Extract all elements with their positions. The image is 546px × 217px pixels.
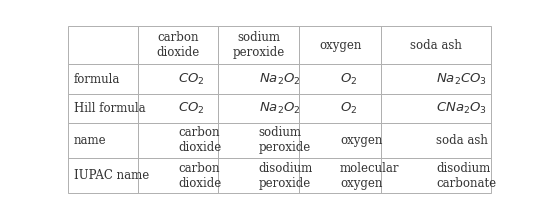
Bar [299,123,381,158]
Bar [218,26,299,64]
Bar [218,123,299,158]
Bar [68,64,138,94]
Bar [68,94,138,123]
Bar [138,123,218,158]
Bar [218,94,299,123]
Text: disodium
carbonate: disodium carbonate [436,162,496,190]
Bar [381,158,491,193]
Bar [138,64,218,94]
Text: $Na_2CO_3$: $Na_2CO_3$ [436,72,488,87]
Text: $Na_2O_2$: $Na_2O_2$ [259,101,300,116]
Bar [138,26,218,64]
Text: carbon
dioxide: carbon dioxide [157,31,200,59]
Bar [68,158,138,193]
Text: $CO_2$: $CO_2$ [178,72,205,87]
Text: formula: formula [74,73,120,85]
Bar [381,123,491,158]
Bar [68,26,138,64]
Bar [381,26,491,64]
Text: Hill formula: Hill formula [74,102,145,115]
Text: $O_2$: $O_2$ [340,72,358,87]
Bar [68,123,138,158]
Bar [218,158,299,193]
Text: carbon
dioxide: carbon dioxide [178,127,222,155]
Text: soda ash: soda ash [436,134,488,147]
Text: $Na_2O_2$: $Na_2O_2$ [259,72,300,87]
Text: name: name [74,134,106,147]
Text: molecular
oxygen: molecular oxygen [340,162,400,190]
Bar [299,26,381,64]
Text: $CO_2$: $CO_2$ [178,101,205,116]
Bar [138,94,218,123]
Bar [381,64,491,94]
Text: disodium
peroxide: disodium peroxide [259,162,313,190]
Bar [299,94,381,123]
Bar [299,64,381,94]
Text: oxygen: oxygen [319,39,361,52]
Bar [299,158,381,193]
Text: oxygen: oxygen [340,134,383,147]
Text: carbon
dioxide: carbon dioxide [178,162,222,190]
Bar [381,94,491,123]
Bar [138,158,218,193]
Text: $O_2$: $O_2$ [340,101,358,116]
Text: IUPAC name: IUPAC name [74,169,149,182]
Text: sodium
peroxide: sodium peroxide [259,127,311,155]
Bar [218,64,299,94]
Text: soda ash: soda ash [411,39,462,52]
Text: sodium
peroxide: sodium peroxide [233,31,285,59]
Text: $CNa_2O_3$: $CNa_2O_3$ [436,101,488,116]
